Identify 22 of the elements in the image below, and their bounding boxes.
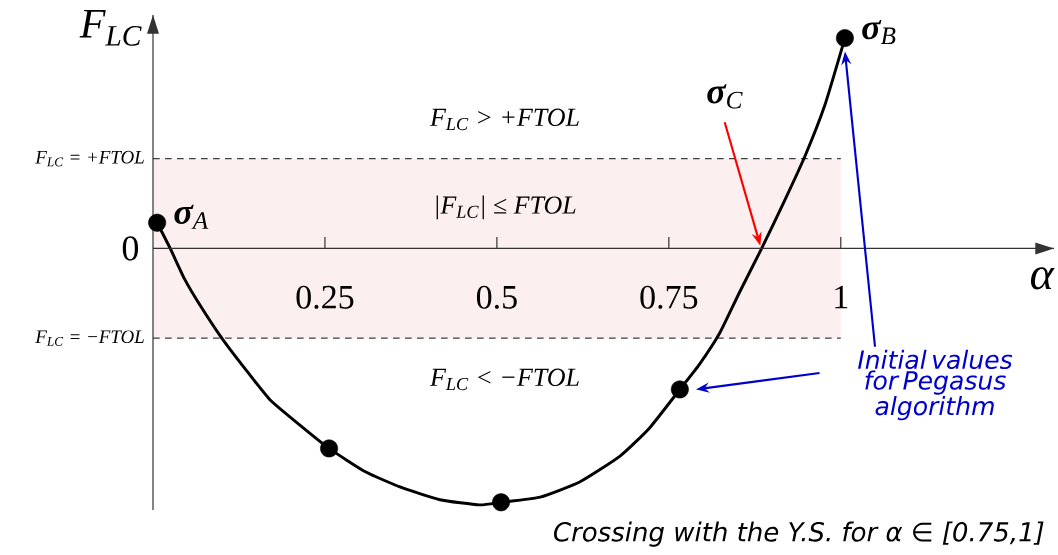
ref-line-label: F$_{LC}$ = +FTOL xyxy=(35,150,144,167)
annotation: σ$_{C}$ xyxy=(707,84,743,109)
annotation: σ$_{B}$ xyxy=(862,20,896,45)
annotation: F$_{LC}$ > +FTOL xyxy=(429,108,579,131)
text: Crossing with the Y.S. for α ∈ [0.75,1] xyxy=(554,521,1044,547)
point xyxy=(835,29,854,48)
annotation: Initial values for Pegasus algorithm xyxy=(858,349,1013,421)
y-axis-title: F$_{LC}$ xyxy=(79,9,142,46)
annotation: |F$_{LC}$| ≤ FTOL xyxy=(436,195,576,220)
annotation: σ$_{A}$ xyxy=(174,204,209,229)
x-tick-label: 0.5 xyxy=(476,285,517,309)
text: 0 xyxy=(122,236,139,261)
point xyxy=(320,439,339,458)
annotation: F$_{LC}$ < −FTOL xyxy=(429,368,579,391)
point xyxy=(492,493,510,512)
x-tick-label: 0.75 xyxy=(640,285,698,309)
x-axis-title: α xyxy=(1030,267,1055,290)
x-tick-label: 1 xyxy=(835,285,848,309)
ref-line-label: F$_{LC}$ = −FTOL xyxy=(35,330,144,346)
point xyxy=(148,213,167,232)
x-tick-label: 0.25 xyxy=(296,285,354,309)
point xyxy=(670,380,689,399)
